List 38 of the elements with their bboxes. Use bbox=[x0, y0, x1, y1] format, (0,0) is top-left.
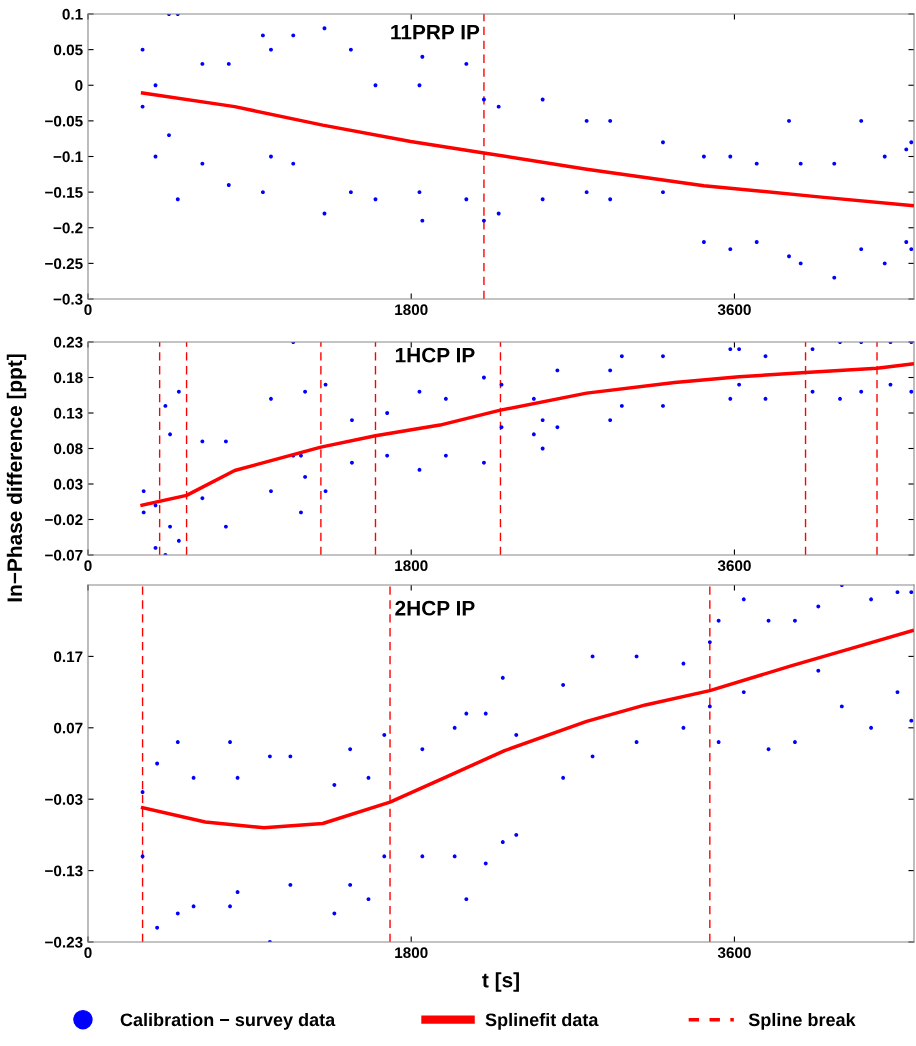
chart-title: 1HCP IP bbox=[395, 347, 475, 363]
y-tick-label: −0.02 bbox=[45, 514, 83, 526]
y-tick-label: −0.05 bbox=[45, 115, 83, 127]
y-tick-label: −0.15 bbox=[45, 186, 83, 198]
y-tick-label: −0.2 bbox=[53, 222, 83, 234]
y-tick-label: 0.03 bbox=[54, 478, 83, 490]
x-tick-label: 1800 bbox=[395, 560, 428, 572]
legend-label: Spline break bbox=[748, 1012, 856, 1030]
x-tick-label: 0 bbox=[84, 560, 92, 572]
y-tick-label: 0.05 bbox=[54, 44, 83, 56]
x-tick-label: 3600 bbox=[717, 304, 751, 316]
chart-title: 11PRP IP bbox=[391, 25, 480, 40]
x-tick-label: 3600 bbox=[717, 947, 751, 959]
y-tick-label: 0.17 bbox=[54, 651, 83, 663]
y-tick-label: 0.08 bbox=[54, 443, 83, 455]
y-tick-label: 0.07 bbox=[54, 722, 83, 734]
x-tick-label: 1800 bbox=[395, 304, 428, 316]
y-tick-label: 0.18 bbox=[54, 372, 83, 384]
y-tick-label: −0.07 bbox=[45, 549, 83, 561]
y-tick-label: −0.23 bbox=[45, 936, 83, 948]
x-tick-label: 0 bbox=[84, 947, 92, 959]
x-tick-label: 0 bbox=[84, 304, 92, 316]
y-tick-label: −0.03 bbox=[45, 794, 83, 805]
y-tick-label: −0.3 bbox=[53, 293, 83, 305]
legend-label: Calibration − survey data bbox=[120, 1012, 336, 1030]
y-tick-label: −0.13 bbox=[45, 865, 83, 877]
x-tick-label: 1800 bbox=[395, 947, 428, 959]
legend-label: Splinefit data bbox=[485, 1012, 599, 1030]
y-axis-title: In−Phase difference [ppt] bbox=[6, 354, 27, 602]
y-tick-label: 0 bbox=[75, 80, 83, 91]
text: 2HCP IP bbox=[395, 600, 475, 616]
y-tick-label: −0.1 bbox=[53, 151, 83, 163]
y-tick-label: 0.23 bbox=[54, 336, 83, 348]
y-tick-label: −0.25 bbox=[45, 258, 83, 270]
x-tick-label: 3600 bbox=[717, 560, 751, 572]
x-axis-title: t [s] bbox=[482, 972, 519, 992]
y-tick-label: 0.1 bbox=[62, 8, 83, 20]
y-tick-label: 0.13 bbox=[54, 407, 83, 419]
